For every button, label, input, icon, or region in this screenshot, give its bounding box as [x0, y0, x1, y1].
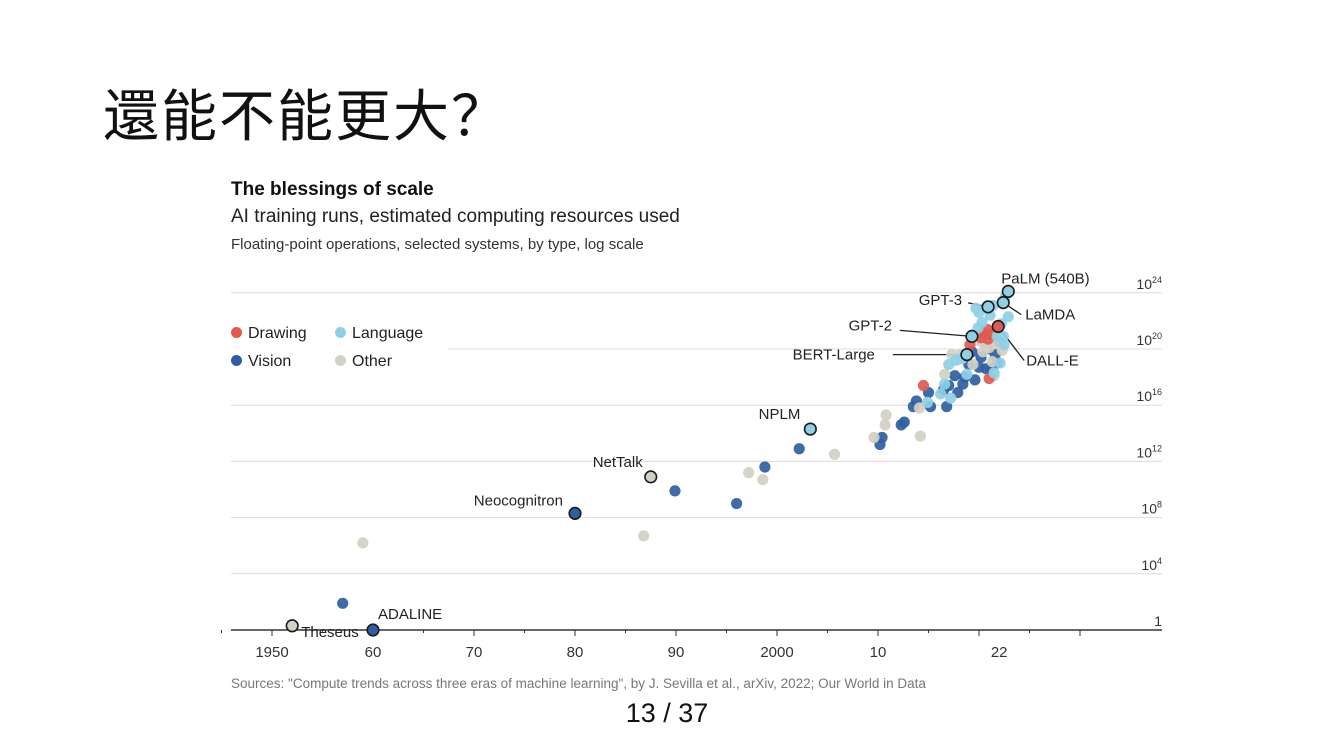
- highlight-point-4: [803, 422, 817, 436]
- y-tick-label-6: 1024: [1136, 275, 1162, 292]
- language-point-1: [935, 388, 947, 400]
- other-point-9: [914, 430, 927, 442]
- other-point-2: [743, 467, 755, 479]
- highlight-point-2: [568, 506, 582, 520]
- x-tick-label-1: 60: [365, 644, 382, 661]
- vision-point-4: [731, 497, 743, 510]
- legend-item-other: Other: [335, 353, 392, 371]
- annotation-label-1: ADALINE: [378, 606, 442, 623]
- vision-point-5: [759, 461, 771, 473]
- language-point-21: [997, 330, 1009, 342]
- vision-point-8: [876, 431, 888, 444]
- legend-label-other: Other: [352, 353, 393, 370]
- other-point-5: [868, 431, 880, 444]
- legend-swatch-other: [335, 355, 346, 366]
- highlight-point-3: [644, 470, 658, 484]
- legend-label-language: Language: [352, 325, 424, 342]
- legend-swatch-drawing: [231, 327, 242, 338]
- vision-point-10: [898, 416, 910, 428]
- chart-note: Floating-point operations, selected syst…: [231, 236, 644, 253]
- other-point-3: [757, 474, 769, 486]
- language-point-0: [921, 396, 934, 408]
- y-tick-label-5: 1020: [1136, 331, 1162, 348]
- annotation-label-6: GPT-2: [849, 317, 892, 334]
- other-point-17: [983, 341, 995, 354]
- page-number: 13 / 37: [625, 698, 709, 728]
- x-tick-label-0: 1950: [255, 644, 288, 661]
- legend-item-vision: Vision: [231, 353, 291, 371]
- language-point-10: [976, 316, 988, 328]
- legend-label-drawing: Drawing: [248, 325, 307, 342]
- vision-point-6: [793, 443, 805, 455]
- highlight-point-5: [960, 348, 974, 362]
- y-tick-label-1: 104: [1141, 556, 1162, 573]
- vision-point-18: [949, 370, 961, 382]
- language-point-2: [939, 378, 951, 390]
- y-tick-label-4: 1016: [1136, 387, 1162, 404]
- legend-item-drawing: Drawing: [231, 325, 307, 343]
- highlight-point-6: [965, 329, 979, 343]
- vision-point-16: [941, 401, 953, 413]
- x-tick-label-3: 80: [567, 644, 584, 661]
- chart-title: The blessings of scale: [231, 179, 434, 200]
- vision-point-0: [337, 597, 349, 609]
- language-point-20: [1002, 311, 1014, 323]
- other-point-13: [967, 358, 979, 371]
- legend-label-vision: Vision: [248, 353, 292, 370]
- language-point-19: [970, 302, 982, 314]
- y-tick-label-2: 108: [1141, 500, 1162, 517]
- other-point-0: [357, 537, 369, 549]
- other-point-7: [880, 409, 892, 421]
- other-point-6: [879, 419, 891, 431]
- other-point-1: [638, 530, 650, 542]
- language-point-22: [945, 392, 957, 404]
- language-point-14: [994, 357, 1006, 369]
- chart-subtitle: AI training runs, estimated computing re…: [231, 206, 680, 227]
- x-tick-label-4: 90: [668, 644, 685, 661]
- annotation-label-5: BERT-Large: [793, 347, 875, 364]
- annotation-label-3: NetTalk: [593, 454, 644, 471]
- annotation-label-4: NPLM: [759, 406, 801, 423]
- highlight-point-10: [1001, 284, 1015, 298]
- annotation-label-9: LaMDA: [1025, 307, 1075, 324]
- other-point-4: [828, 448, 841, 460]
- highlight-point-0: [285, 619, 299, 633]
- other-point-10: [939, 368, 951, 380]
- annotation-label-7: GPT-3: [919, 292, 962, 309]
- highlight-point-9: [996, 296, 1010, 310]
- annotation-label-0: Theseus: [301, 624, 359, 641]
- vision-point-3: [669, 485, 681, 497]
- drawing-point-0: [917, 379, 930, 392]
- x-tick-label-7: 22: [991, 644, 1008, 661]
- vision-point-24: [969, 374, 981, 386]
- highlight-point-1: [366, 623, 380, 637]
- highlight-point-7: [981, 300, 995, 314]
- x-tick-label-5: 2000: [760, 644, 793, 661]
- language-point-6: [961, 368, 973, 380]
- legend-swatch-language: [335, 327, 346, 338]
- language-point-16: [998, 339, 1010, 351]
- highlight-point-8: [991, 319, 1005, 334]
- y-tick-label-3: 1012: [1136, 443, 1162, 460]
- annotation-label-2: Neocognitron: [474, 492, 563, 509]
- annotation-label-8: DALL-E: [1026, 353, 1079, 370]
- annotation-label-10: PaLM (540B): [1001, 270, 1089, 287]
- language-point-18: [988, 367, 1000, 379]
- legend-swatch-vision: [231, 355, 242, 366]
- drawing-point-6: [982, 333, 994, 345]
- other-point-8: [913, 402, 926, 414]
- slide-title: 還能不能更大？: [103, 85, 509, 150]
- y-tick-label-0: 1: [1154, 613, 1162, 629]
- chart-source: Sources: "Compute trends across three er…: [231, 676, 926, 691]
- x-tick-label-2: 70: [466, 644, 483, 661]
- x-tick-label-6: 10: [870, 644, 887, 661]
- legend-item-language: Language: [335, 325, 423, 343]
- leader-line-6: [899, 329, 972, 338]
